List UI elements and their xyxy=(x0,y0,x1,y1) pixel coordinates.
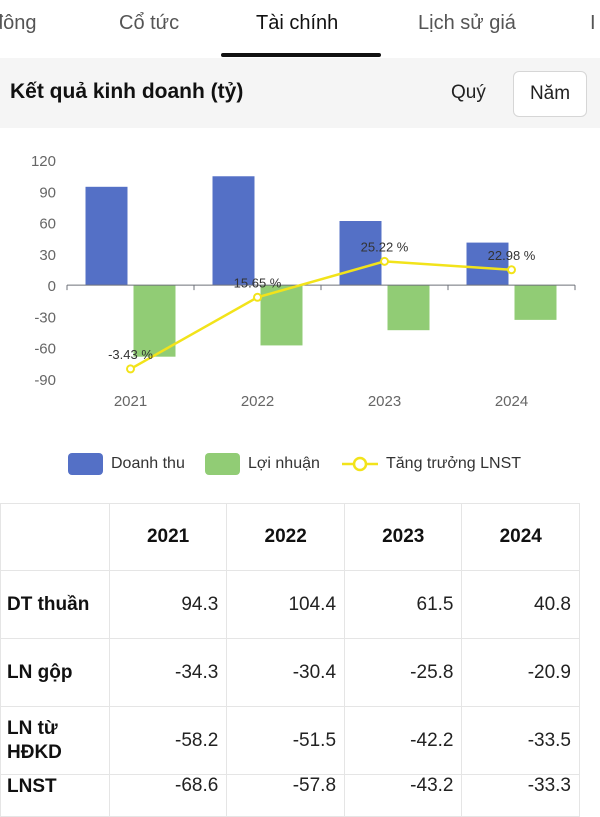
row-label: DT thuần xyxy=(0,570,110,639)
period-quarter-button[interactable]: Quý xyxy=(451,82,486,103)
y-tick-label: 60 xyxy=(39,216,56,233)
financial-table: 2021 2022 2023 2024 DT thuần 94.3 104.4 … xyxy=(0,503,580,817)
table-header-row: 2021 2022 2023 2024 xyxy=(0,503,580,571)
tab-bar: đông Cổ tức Tài chính Lịch sử giá I xyxy=(0,0,600,58)
revenue-bar xyxy=(339,221,382,286)
table-header-cell: 2022 xyxy=(226,503,346,571)
row-label: LN từ HĐKD xyxy=(0,706,110,775)
tab-price-history[interactable]: Lịch sử giá xyxy=(418,12,516,34)
legend-item-growth[interactable]: Tăng trưởng LNST xyxy=(342,448,521,480)
y-tick-label: -60 xyxy=(34,341,56,358)
table-cell: -25.8 xyxy=(344,638,463,707)
profit-bar xyxy=(387,285,430,331)
y-tick-label: -90 xyxy=(34,372,56,389)
table-cell: 61.5 xyxy=(344,570,463,639)
x-tick-label: 2021 xyxy=(114,393,147,410)
section-title: Kết quả kinh doanh (tỷ) xyxy=(10,80,244,103)
table-row: LNST -68.6 -57.8 -43.2 -33.3 xyxy=(0,774,580,817)
revenue-bar xyxy=(85,186,128,286)
table-row: DT thuần 94.3 104.4 61.5 40.8 xyxy=(0,570,580,639)
chart-legend: Doanh thu Lợi nhuận Tăng trưởng LNST xyxy=(0,448,600,480)
table-cell: -30.4 xyxy=(226,638,346,707)
growth-data-label: 25.22 % xyxy=(361,239,409,254)
section-header: Kết quả kinh doanh (tỷ) Quý Năm xyxy=(0,58,600,128)
tab-next[interactable]: I xyxy=(590,12,596,34)
growth-data-label: 22.98 % xyxy=(488,248,536,263)
table-cell: -33.5 xyxy=(461,706,580,775)
table-header-cell xyxy=(0,503,110,571)
period-year-button[interactable]: Năm xyxy=(513,71,587,117)
table-cell: -58.2 xyxy=(108,706,228,775)
row-label: LN gộp xyxy=(0,638,110,707)
table-row: LN gộp -34.3 -30.4 -25.8 -20.9 xyxy=(0,638,580,707)
table-cell: -33.3 xyxy=(461,774,580,817)
table-header-cell: 2021 xyxy=(108,503,228,571)
legend-label-profit: Lợi nhuận xyxy=(248,455,320,472)
growth-point xyxy=(380,256,389,266)
table-cell: 94.3 xyxy=(108,570,228,639)
growth-data-label: 15.65 % xyxy=(234,275,282,290)
table-row: LN từ HĐKD -58.2 -51.5 -42.2 -33.5 xyxy=(0,706,580,775)
tab-finance[interactable]: Tài chính xyxy=(256,12,339,34)
profit-bar xyxy=(514,285,557,320)
table-cell: -34.3 xyxy=(108,638,228,707)
legend-item-profit[interactable]: Lợi nhuận xyxy=(205,448,320,480)
legend-item-revenue[interactable]: Doanh thu xyxy=(68,448,185,480)
profit-bar xyxy=(133,285,176,357)
table-cell: 40.8 xyxy=(461,570,580,639)
table-cell: -68.6 xyxy=(108,774,228,817)
legend-line-growth-icon xyxy=(342,456,378,472)
table-header-cell: 2023 xyxy=(344,503,463,571)
table-cell: -57.8 xyxy=(226,774,346,817)
tab-dividends[interactable]: Cổ tức xyxy=(119,12,180,34)
legend-label-revenue: Doanh thu xyxy=(111,455,185,472)
x-tick-label: 2024 xyxy=(495,393,528,410)
row-label: LNST xyxy=(0,774,110,817)
growth-line xyxy=(129,260,512,371)
y-tick-label: -30 xyxy=(34,309,56,326)
table-cell: -20.9 xyxy=(461,638,580,707)
growth-point xyxy=(253,292,262,302)
x-tick-label: 2023 xyxy=(368,393,401,410)
revenue-bar xyxy=(466,242,509,286)
legend-label-growth: Tăng trưởng LNST xyxy=(386,455,522,472)
legend-swatch-revenue xyxy=(68,453,103,475)
growth-point xyxy=(507,265,516,275)
table-header-cell: 2024 xyxy=(461,503,580,571)
business-results-chart: 120 90 60 30 0 -30 -60 -90 2021 2022 2023 2024 -3.43… xyxy=(31,153,576,410)
table-cell: -51.5 xyxy=(226,706,346,775)
table-cell: 104.4 xyxy=(226,570,346,639)
growth-data-label: -3.43 % xyxy=(108,347,153,362)
table-cell: -42.2 xyxy=(344,706,463,775)
y-tick-label: 90 xyxy=(39,184,56,201)
y-tick-label: 30 xyxy=(39,247,56,264)
y-tick-label: 0 xyxy=(48,278,56,295)
y-tick-label: 120 xyxy=(31,153,56,170)
revenue-bar xyxy=(212,176,255,286)
table-cell: -43.2 xyxy=(344,774,463,817)
x-tick-label: 2022 xyxy=(241,393,274,410)
tab-shareholders[interactable]: đông xyxy=(0,12,37,34)
growth-point xyxy=(126,364,135,374)
active-tab-indicator xyxy=(221,53,381,57)
legend-swatch-profit xyxy=(205,453,240,475)
